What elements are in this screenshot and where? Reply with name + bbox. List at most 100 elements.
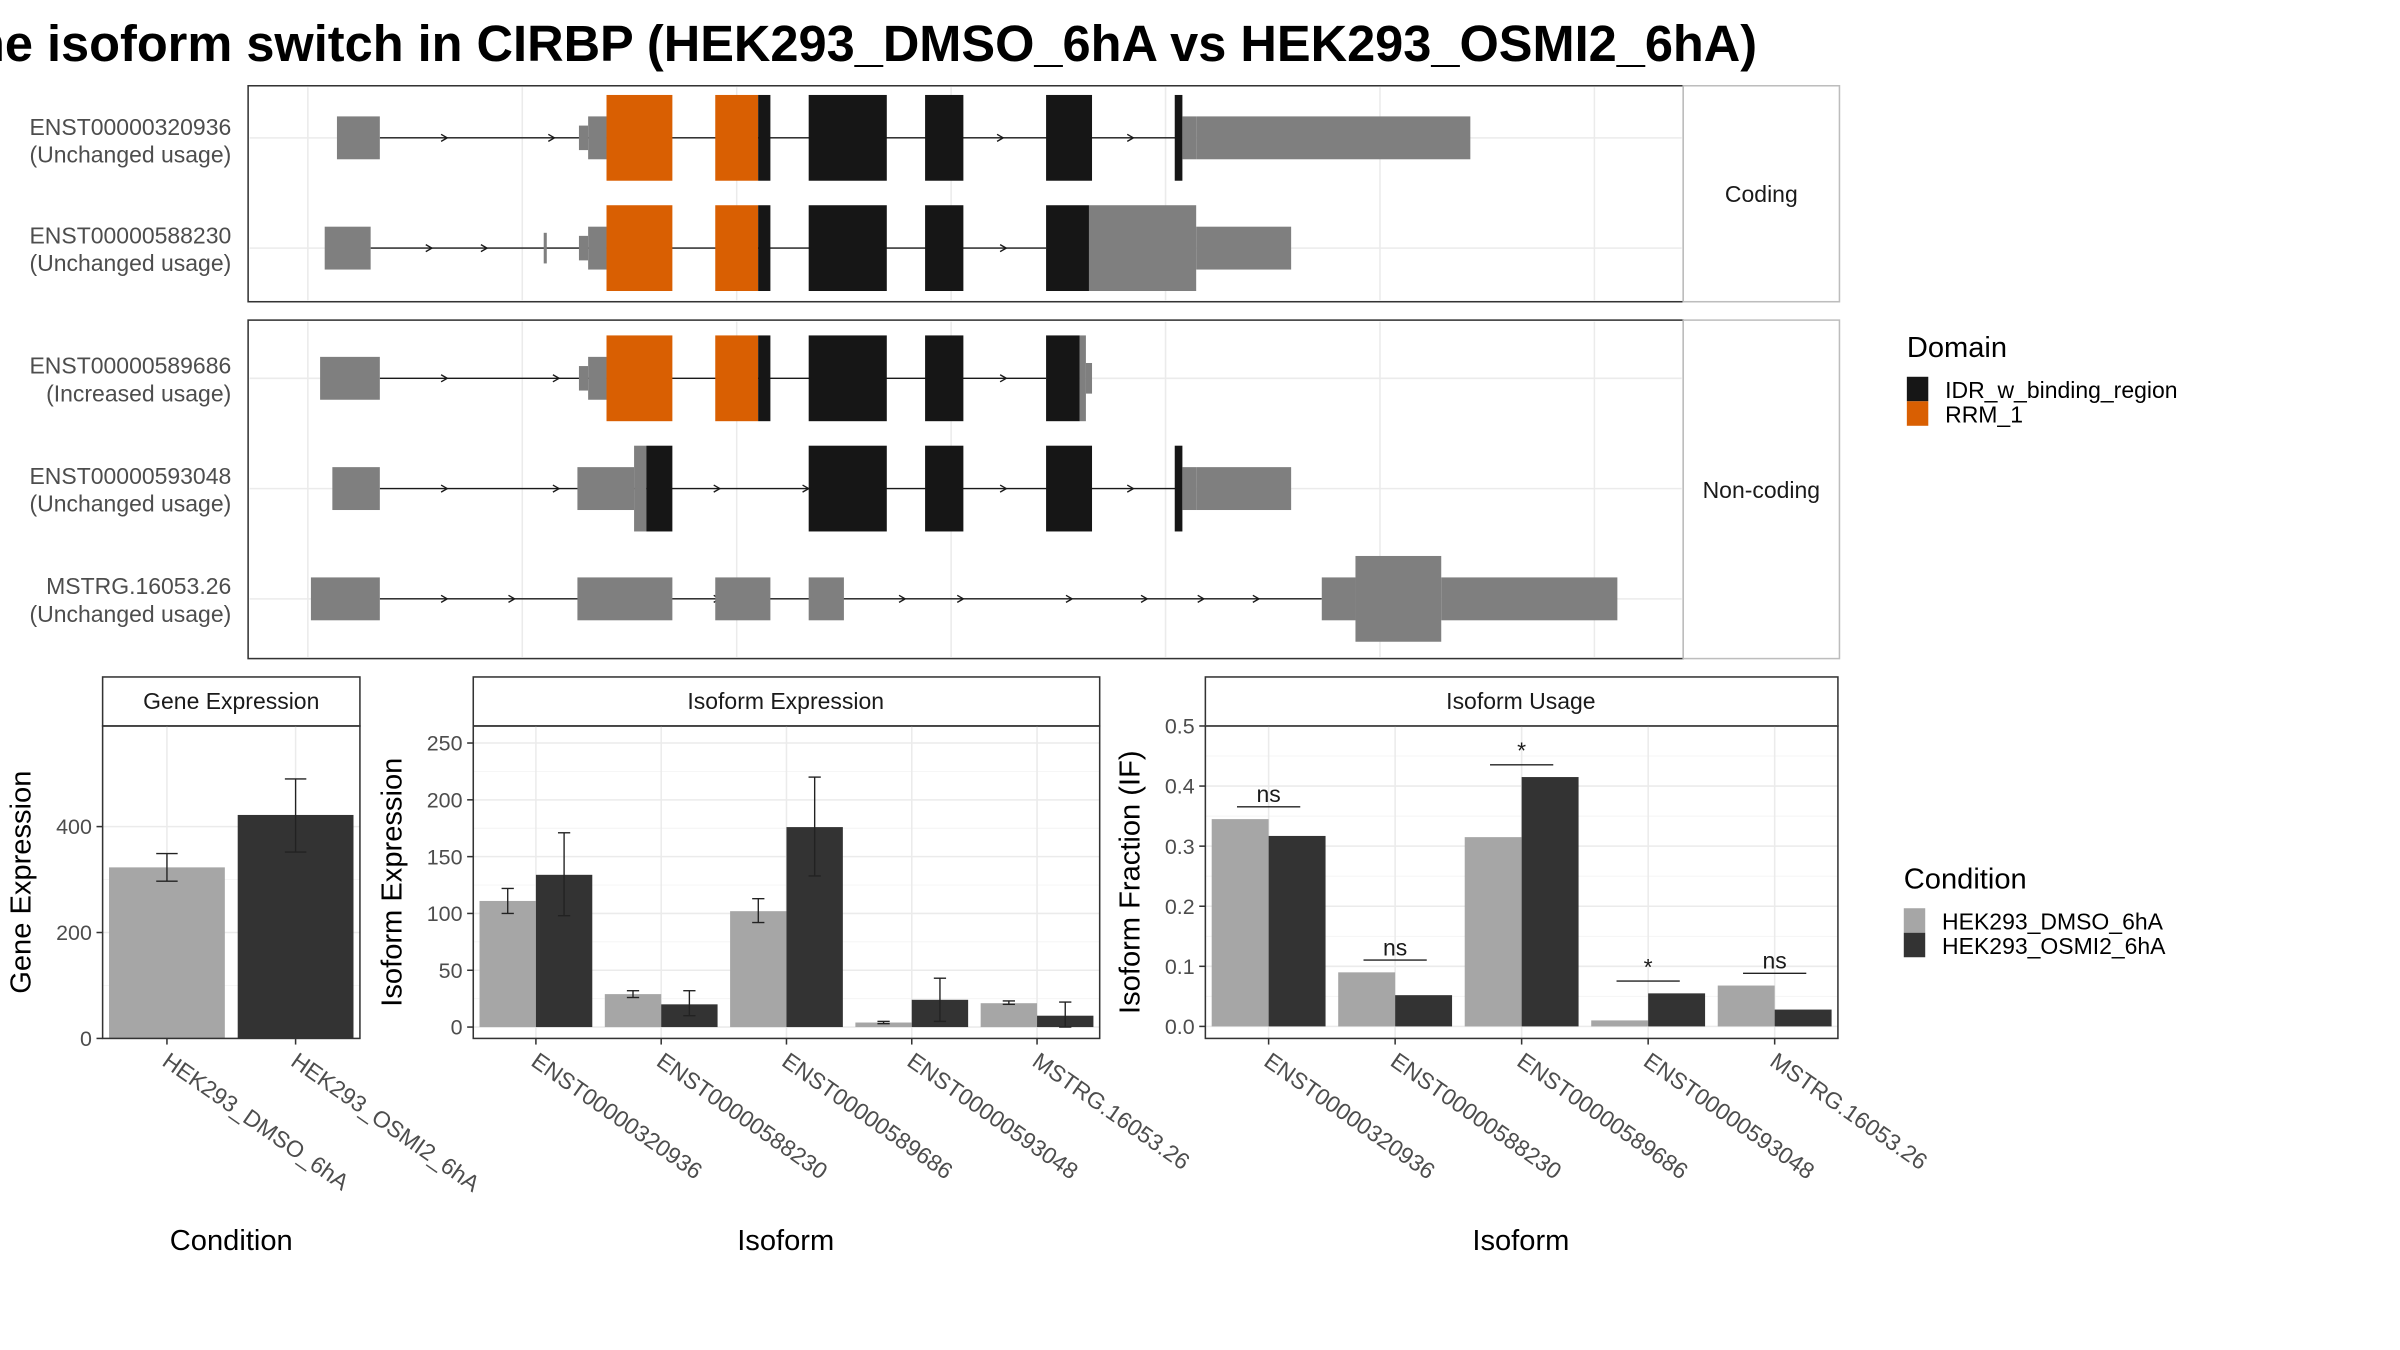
isoform-expression-strip-title: Isoform Expression — [687, 688, 884, 714]
isoform-expression-strip — [472, 676, 1101, 727]
idr-domain-block — [808, 445, 887, 532]
y-tick-label: 0.3 — [1165, 835, 1195, 859]
direction-arrow — [1252, 594, 1261, 603]
idr-domain-block — [1174, 445, 1183, 532]
exon-block — [1196, 226, 1292, 270]
isoform-track-1 — [324, 205, 1292, 292]
exon-block — [577, 577, 673, 621]
direction-arrow — [996, 133, 1005, 142]
y-tick-label: 0.5 — [1165, 715, 1195, 739]
isoform-label-usage: (Increased usage) — [46, 380, 231, 406]
rrm-domain-block — [606, 94, 673, 181]
exon-block — [1079, 335, 1086, 422]
exon-block — [1321, 577, 1356, 621]
gene-expression-strip-title: Gene Expression — [143, 688, 319, 714]
exon-block — [320, 356, 380, 400]
exon-block — [578, 366, 589, 391]
direction-arrow — [1065, 594, 1074, 603]
isoform-usage-xlabel: Isoform — [1472, 1225, 1569, 1257]
exon-block — [808, 577, 844, 621]
coding-strip — [1682, 85, 1841, 303]
exon-block — [1441, 577, 1618, 621]
exon-block — [1196, 116, 1471, 160]
significance-label: * — [1644, 954, 1653, 980]
bar — [1774, 1009, 1832, 1027]
direction-arrow — [552, 484, 561, 493]
exon-block — [324, 226, 371, 270]
bar — [855, 1022, 912, 1028]
significance-label: * — [1517, 738, 1526, 764]
bar — [1395, 995, 1453, 1027]
isoform-label-usage: (Unchanged usage) — [30, 601, 232, 627]
isoform-track-4 — [310, 555, 1618, 642]
direction-arrow — [999, 374, 1008, 383]
condition-legend-swatch — [1903, 908, 1926, 933]
direction-arrow — [1126, 133, 1135, 142]
idr-domain-block — [925, 335, 964, 422]
bar — [1521, 777, 1579, 1027]
direction-arrow — [1197, 594, 1206, 603]
y-tick-label: 400 — [56, 815, 92, 839]
isoform-expression-xlabel: Isoform — [737, 1225, 834, 1257]
idr-domain-block — [1046, 335, 1080, 422]
domain-legend: Domain IDR_w_binding_region RRM_1 — [1906, 332, 2178, 428]
exon-block — [1182, 467, 1197, 511]
y-tick-label: 0.4 — [1165, 775, 1195, 799]
isoform-label-usage: (Unchanged usage) — [30, 250, 232, 276]
exon-block — [715, 577, 771, 621]
y-tick-label: 0 — [451, 1016, 463, 1040]
isoform-label-usage: (Unchanged usage) — [30, 141, 232, 167]
domain-legend-swatch — [1906, 376, 1929, 402]
exon-block — [578, 125, 589, 151]
condition-legend-swatch — [1903, 932, 1926, 958]
rrm-domain-block — [715, 94, 759, 181]
exon-block — [336, 116, 380, 160]
gene-expression-frame — [101, 725, 361, 1040]
isoform-usage-chart: Isoform Usage 0.00.10.20.30.40.5ENST0000… — [1115, 676, 1932, 1257]
direction-arrow — [440, 484, 449, 493]
exon-block — [310, 577, 380, 621]
bar — [1648, 993, 1706, 1027]
isoform-label-id: ENST00000588230 — [29, 223, 231, 249]
idr-domain-block — [646, 445, 673, 532]
direction-arrow — [956, 594, 965, 603]
condition-legend: Condition HEK293_DMSO_6hA HEK293_OSMI2_6… — [1903, 863, 2166, 959]
bar — [1268, 835, 1326, 1027]
isoform-label-id: ENST00000320936 — [29, 114, 231, 140]
bar — [730, 911, 787, 1028]
exon-block — [332, 467, 380, 511]
idr-domain-block — [1046, 205, 1089, 292]
direction-arrow — [1126, 484, 1135, 493]
isoform-track-2 — [320, 335, 1093, 422]
rrm-domain-block — [715, 205, 759, 292]
idr-domain-block — [808, 94, 887, 181]
condition-legend-title: Condition — [1904, 863, 2027, 895]
direction-arrow — [425, 243, 434, 253]
exon-block — [1088, 205, 1197, 292]
exon-block — [543, 232, 547, 264]
isoform-usage-plot: 0.00.10.20.30.40.5ENST00000320936ENST000… — [1165, 715, 1932, 1185]
isoform-expression-chart: Isoform Expression 050100150200250ENST00… — [376, 676, 1195, 1257]
figure-title: he isoform switch in CIRBP (HEK293_DMSO_… — [0, 15, 1757, 72]
exon-block — [1196, 467, 1292, 511]
bar — [109, 867, 225, 1039]
y-tick-label: 200 — [427, 788, 463, 812]
noncoding-strip — [1682, 319, 1841, 660]
gene-expression-strip — [101, 676, 361, 727]
gene-expression-xlabel: Condition — [170, 1225, 293, 1257]
idr-domain-block — [808, 205, 887, 292]
exon-block — [588, 356, 607, 400]
bar — [479, 900, 536, 1028]
significance-label: ns — [1256, 781, 1280, 807]
bar — [1717, 985, 1775, 1027]
isoform-label-id: ENST00000593048 — [29, 463, 231, 489]
isoform-expression-plot: 050100150200250ENST00000320936ENST000005… — [427, 725, 1195, 1184]
idr-domain-block — [1174, 94, 1183, 181]
rrm-domain-block — [606, 335, 673, 422]
y-tick-label: 150 — [427, 845, 463, 869]
direction-arrow — [552, 374, 561, 383]
exon-block — [577, 467, 635, 511]
